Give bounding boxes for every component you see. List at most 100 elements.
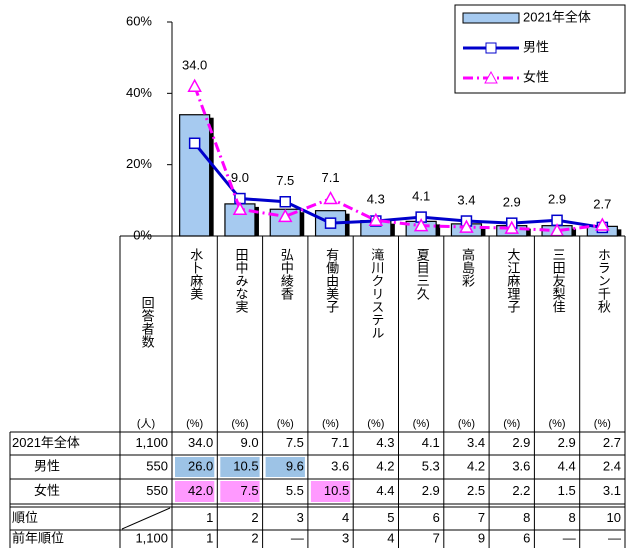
- table-cell: 26.0: [188, 458, 213, 473]
- table-cell: 7: [478, 510, 485, 525]
- table-cell: 2.4: [603, 458, 621, 473]
- table-cell: 2.7: [603, 435, 621, 450]
- data-label: 7.5: [276, 173, 294, 188]
- category-label: 高島彩: [460, 247, 475, 287]
- table-cell: 7.5: [241, 483, 259, 498]
- column-unit: (%): [503, 418, 520, 430]
- column-unit: (%): [594, 418, 611, 430]
- point: [413, 218, 429, 232]
- table-cell: 2: [251, 530, 258, 545]
- category-label: ホラン千秋: [596, 248, 611, 313]
- point: [279, 196, 291, 208]
- cell-highlight: [310, 481, 351, 502]
- data-label: 2.7: [593, 196, 611, 211]
- column-unit: (%): [548, 418, 565, 430]
- table-cell: 7: [433, 530, 440, 545]
- category-label: 弘中綾香: [279, 248, 294, 301]
- table-cell: 1: [206, 510, 213, 525]
- category-label: 三田友梨佳: [551, 248, 566, 313]
- table-cell: 4.4: [376, 483, 394, 498]
- table-cell: 2.9: [558, 435, 576, 450]
- respondents-unit: (人): [137, 417, 155, 430]
- table-cell: 4.1: [422, 435, 440, 450]
- row-label: 2021年全体: [12, 435, 80, 450]
- table-cell: —: [291, 530, 304, 545]
- legend-label: 2021年全体: [523, 9, 591, 24]
- table-cell: 8: [523, 510, 530, 525]
- legend-label: 女性: [523, 69, 549, 84]
- table-cell: —: [608, 530, 621, 545]
- table-cell: 9.0: [241, 435, 259, 450]
- table-cell: 3: [297, 510, 304, 525]
- bar: [179, 114, 211, 237]
- column-unit: (%): [458, 418, 475, 430]
- column-unit: (%): [277, 418, 294, 430]
- y-tick-label: 20%: [126, 156, 152, 171]
- point: [232, 201, 248, 215]
- cell-highlight: [220, 481, 260, 502]
- y-tick-label: 40%: [126, 85, 152, 100]
- cell-highlight: [220, 457, 260, 477]
- table-cell: 3.1: [603, 483, 621, 498]
- category-label: 水卜麻美: [188, 248, 203, 300]
- row-label: 男性: [34, 458, 60, 473]
- table-cell: 42.0: [188, 483, 213, 498]
- column-unit: (%): [322, 418, 339, 430]
- table-cell: 8: [568, 510, 575, 525]
- table-cell: 4: [342, 510, 349, 525]
- table-cell: 5.3: [422, 458, 440, 473]
- table-cell: 10: [607, 510, 621, 525]
- point: [459, 219, 474, 233]
- category-label: 田中みな実: [234, 248, 249, 313]
- table-cell: —: [563, 530, 576, 545]
- table-cell: 1: [206, 530, 213, 545]
- y-tick-label: 0%: [133, 227, 152, 242]
- point: [368, 212, 384, 227]
- table-cell: 4.2: [467, 458, 485, 473]
- legend-swatch: [462, 12, 520, 24]
- legend-marker: [485, 42, 497, 54]
- table-cell: 2.9: [512, 435, 530, 450]
- table-cell: 7.5: [286, 435, 304, 450]
- cell-highlight: [265, 457, 305, 477]
- cell-highlight: [175, 481, 215, 502]
- data-label: 7.1: [322, 170, 340, 185]
- table-cell: 6: [433, 510, 440, 525]
- category-label: 大江麻理子: [505, 248, 520, 313]
- column-unit: (%): [413, 418, 430, 430]
- data-label: 9.0: [231, 170, 249, 185]
- data-label: 2.9: [548, 192, 566, 207]
- table-cell: 2.2: [512, 483, 530, 498]
- table-cell: 3.6: [331, 458, 349, 473]
- line: [193, 85, 603, 233]
- column-unit: (%): [186, 418, 203, 430]
- y-tick-label: 60%: [126, 13, 152, 28]
- legend-label: 男性: [523, 39, 549, 54]
- table-cell: 10.5: [324, 483, 349, 498]
- table-cell: 4.2: [376, 458, 394, 473]
- table-cell: 2: [251, 510, 258, 525]
- point: [187, 78, 202, 92]
- data-label: 34.0: [182, 58, 207, 73]
- data-label: 4.3: [367, 192, 385, 207]
- respondents-cell: 550: [146, 458, 168, 473]
- row-label: 女性: [34, 483, 60, 498]
- data-label: 2.9: [503, 195, 521, 210]
- table-cell: 3: [342, 530, 349, 545]
- table-cell: 9: [478, 530, 485, 545]
- table-cell: 4: [387, 530, 394, 545]
- table-cell: 5.5: [286, 483, 304, 498]
- table-cell: 1.5: [558, 483, 576, 498]
- data-label: 3.4: [457, 192, 475, 207]
- table-cell: 2.9: [422, 483, 440, 498]
- table-cell: 6: [523, 530, 530, 545]
- cell-highlight: [175, 457, 215, 477]
- table-cell: 10.5: [233, 458, 258, 473]
- row-label: 順位: [12, 510, 38, 525]
- line: [193, 142, 603, 229]
- table-cell: 3.4: [467, 435, 485, 450]
- respondents-cell: 550: [146, 483, 168, 498]
- table-cell: 4.4: [558, 458, 576, 473]
- column-unit: (%): [231, 418, 248, 430]
